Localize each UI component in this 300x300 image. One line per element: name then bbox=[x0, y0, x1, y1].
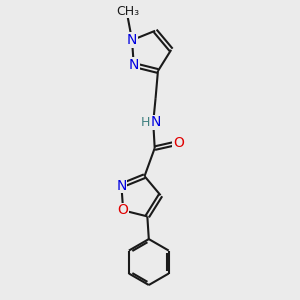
Text: N: N bbox=[127, 33, 137, 47]
Text: O: O bbox=[118, 203, 129, 218]
Text: H: H bbox=[140, 116, 150, 129]
Text: O: O bbox=[173, 136, 184, 150]
Text: N: N bbox=[129, 58, 139, 72]
Text: N: N bbox=[116, 178, 127, 193]
Text: N: N bbox=[151, 115, 161, 129]
Text: CH₃: CH₃ bbox=[116, 5, 139, 18]
